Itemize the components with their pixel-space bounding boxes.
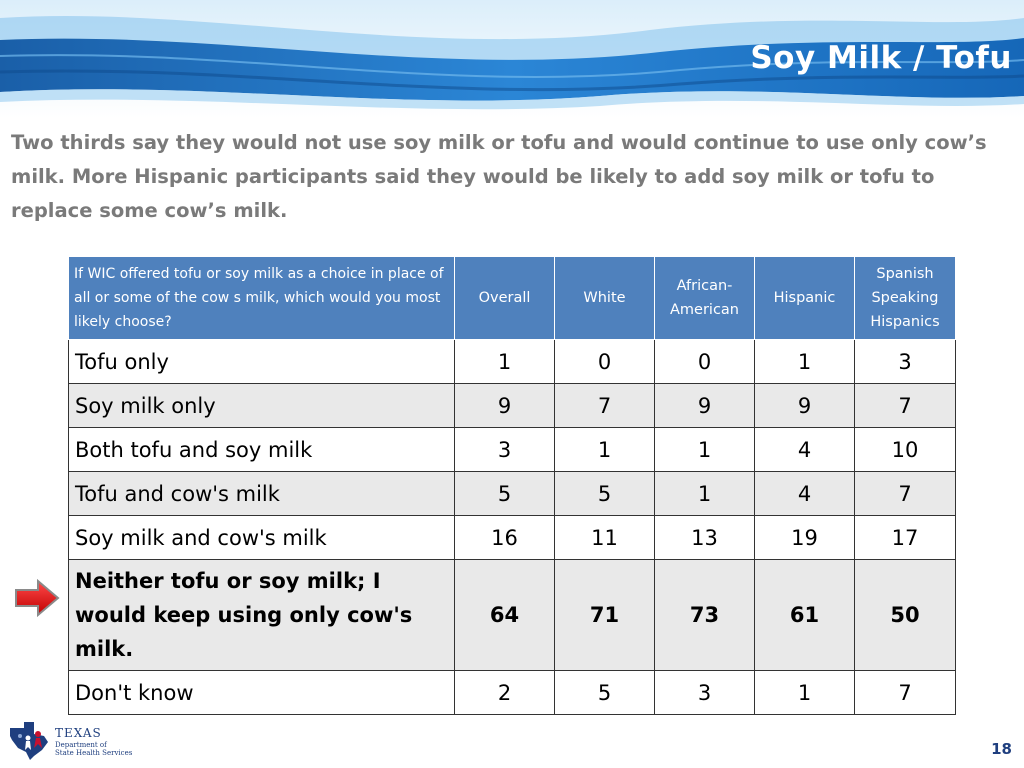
header-african-american: African-American xyxy=(654,256,755,340)
cell-white: 11 xyxy=(554,515,655,560)
logo-subline-1: Department of xyxy=(55,741,107,749)
cell-spanish-speaking: 17 xyxy=(854,515,956,560)
cell-white: 1 xyxy=(554,427,655,472)
cell-african-american: 9 xyxy=(654,383,755,428)
header-overall: Overall xyxy=(454,256,555,340)
cell-white: 7 xyxy=(554,383,655,428)
results-table: If WIC offered tofu or soy milk as a cho… xyxy=(68,256,956,715)
cell-hispanic: 1 xyxy=(754,339,855,384)
texas-dshs-logo-icon xyxy=(10,722,48,760)
wave-banner-graphic xyxy=(0,0,1024,118)
cell-african-american: 73 xyxy=(654,559,755,671)
table-row-highlighted: Neither tofu or soy milk; I would keep u… xyxy=(68,559,956,671)
cell-overall: 64 xyxy=(454,559,555,671)
cell-hispanic: 1 xyxy=(754,670,855,715)
row-label: Soy milk only xyxy=(68,383,455,428)
table-row: Soy milk only 9 7 9 9 7 xyxy=(68,383,956,428)
cell-overall: 2 xyxy=(454,670,555,715)
cell-spanish-speaking: 7 xyxy=(854,383,956,428)
row-label: Soy milk and cow's milk xyxy=(68,515,455,560)
cell-african-american: 1 xyxy=(654,471,755,516)
row-label: Tofu only xyxy=(68,339,455,384)
right-arrow-icon xyxy=(15,578,60,618)
cell-white: 71 xyxy=(554,559,655,671)
table-row: Soy milk and cow's milk 16 11 13 19 17 xyxy=(68,515,956,560)
cell-hispanic: 4 xyxy=(754,427,855,472)
logo-subline-2: State Health Services xyxy=(55,749,133,757)
cell-hispanic: 9 xyxy=(754,383,855,428)
page-number: 18 xyxy=(991,740,1012,758)
table-row: Tofu only 1 0 0 1 3 xyxy=(68,339,956,384)
cell-white: 0 xyxy=(554,339,655,384)
cell-overall: 5 xyxy=(454,471,555,516)
cell-spanish-speaking: 7 xyxy=(854,670,956,715)
cell-african-american: 3 xyxy=(654,670,755,715)
row-label: Don't know xyxy=(68,670,455,715)
question-header: If WIC offered tofu or soy milk as a cho… xyxy=(68,256,455,340)
cell-spanish-speaking: 3 xyxy=(854,339,956,384)
cell-hispanic: 4 xyxy=(754,471,855,516)
table-header-row: If WIC offered tofu or soy milk as a cho… xyxy=(68,256,956,340)
cell-african-american: 1 xyxy=(654,427,755,472)
row-label: Tofu and cow's milk xyxy=(68,471,455,516)
row-label: Neither tofu or soy milk; I would keep u… xyxy=(68,559,455,671)
cell-spanish-speaking: 10 xyxy=(854,427,956,472)
cell-spanish-speaking: 50 xyxy=(854,559,956,671)
cell-hispanic: 61 xyxy=(754,559,855,671)
cell-african-american: 0 xyxy=(654,339,755,384)
table-row: Tofu and cow's milk 5 5 1 4 7 xyxy=(68,471,956,516)
cell-white: 5 xyxy=(554,670,655,715)
slide-title: Soy Milk / Tofu xyxy=(750,40,1012,76)
header-hispanic: Hispanic xyxy=(754,256,855,340)
table-row: Both tofu and soy milk 3 1 1 4 10 xyxy=(68,427,956,472)
cell-overall: 9 xyxy=(454,383,555,428)
cell-african-american: 13 xyxy=(654,515,755,560)
cell-spanish-speaking: 7 xyxy=(854,471,956,516)
slide-header-banner: Soy Milk / Tofu xyxy=(0,0,1024,118)
cell-overall: 1 xyxy=(454,339,555,384)
cell-white: 5 xyxy=(554,471,655,516)
table-row: Don't know 2 5 3 1 7 xyxy=(68,670,956,715)
header-white: White xyxy=(554,256,655,340)
cell-hispanic: 19 xyxy=(754,515,855,560)
logo-wordmark: TEXAS xyxy=(55,726,102,740)
intro-paragraph: Two thirds say they would not use soy mi… xyxy=(11,131,987,222)
cell-overall: 3 xyxy=(454,427,555,472)
header-spanish-speaking-hispanics: Spanish Speaking Hispanics xyxy=(854,256,956,340)
logo-subline: Department of State Health Services xyxy=(55,741,132,757)
cell-overall: 16 xyxy=(454,515,555,560)
row-label: Both tofu and soy milk xyxy=(68,427,455,472)
